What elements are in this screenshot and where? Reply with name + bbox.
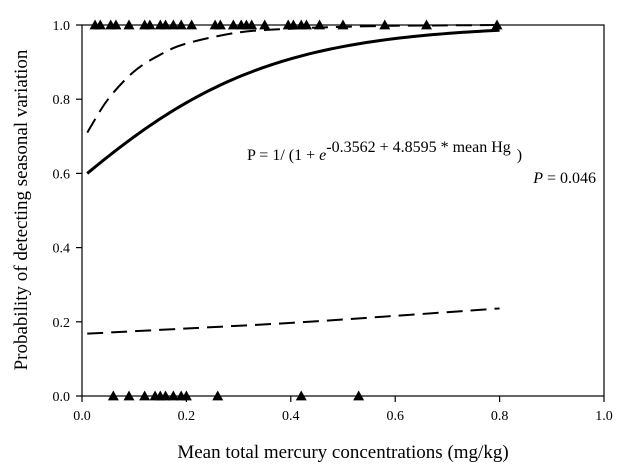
data-point-triangle [94, 19, 106, 30]
data-point-triangle [259, 19, 271, 30]
equation-prefix: P = 1/ (1 + [247, 147, 319, 164]
x-tick-label: 0.2 [178, 409, 196, 424]
fit-curve [86, 28, 500, 175]
curves [86, 24, 500, 335]
data-point-triangle [214, 19, 226, 30]
data-point-triangle [110, 19, 122, 30]
equation-suffix: ) [517, 147, 522, 164]
y-tick-label: 1.0 [53, 19, 71, 34]
data-point-triangle [107, 390, 119, 401]
data-point-triangle [246, 19, 258, 30]
y-tick-label: 0.6 [53, 167, 71, 182]
x-tick-label: 0.0 [73, 409, 91, 424]
data-point-triangle [167, 19, 179, 30]
data-point-triangle [186, 19, 198, 30]
plot-frame [81, 24, 605, 397]
data-point-triangle [491, 19, 503, 30]
equation-exponent: -0.3562 + 4.8595 * mean Hg [326, 139, 511, 156]
x-axis-ticks: 0.0 0.2 0.4 0.6 0.8 1.0 [73, 396, 613, 424]
data-point-triangle [379, 19, 391, 30]
x-tick-label: 1.0 [595, 409, 613, 424]
x-tick-label: 0.4 [282, 409, 300, 424]
data-point-triangle [139, 390, 151, 401]
data-point-triangle [287, 19, 299, 30]
ci-lower-line [87, 307, 500, 335]
y-tick-label: 0.2 [53, 316, 71, 331]
data-point-triangle [123, 390, 135, 401]
data-point-triangle [167, 390, 179, 401]
y-axis-ticks: 0.0 0.2 0.4 0.6 0.8 1.0 [53, 19, 82, 405]
ci-upper-line [86, 24, 500, 134]
data-point-triangle [160, 390, 172, 401]
p-value-text: P = 0.046 [532, 170, 596, 187]
p-italic: P [532, 170, 543, 187]
data-point-triangle [123, 19, 135, 30]
data-point-triangle [314, 19, 326, 30]
data-point-triangle [295, 390, 307, 401]
data-point-triangle [175, 19, 187, 30]
data-point-triangle [144, 19, 156, 30]
data-point-triangle [421, 19, 433, 30]
plot-area-border [81, 24, 605, 397]
data-point-triangle [180, 390, 192, 401]
equation-e: e [319, 147, 326, 164]
data-point-triangle [353, 390, 365, 401]
data-point-triangle [337, 19, 349, 30]
data-points [89, 19, 503, 401]
x-axis-title: Mean total mercury concentrations (mg/kg… [177, 442, 508, 463]
data-point-triangle [300, 19, 312, 30]
y-tick-label: 0.4 [53, 242, 71, 257]
data-point-triangle [227, 19, 239, 30]
x-tick-label: 0.8 [491, 409, 509, 424]
data-point-triangle [212, 390, 224, 401]
p-value: = 0.046 [543, 170, 596, 187]
y-tick-label: 0.0 [53, 390, 71, 405]
data-point-triangle [160, 19, 172, 30]
y-tick-label: 0.8 [53, 93, 71, 108]
x-tick-label: 0.6 [386, 409, 404, 424]
equation-text: P = 1/ (1 + e-0.3562 + 4.8595 * mean Hg) [247, 139, 522, 164]
y-axis-title: Probability of detecting seasonal variat… [11, 49, 32, 370]
